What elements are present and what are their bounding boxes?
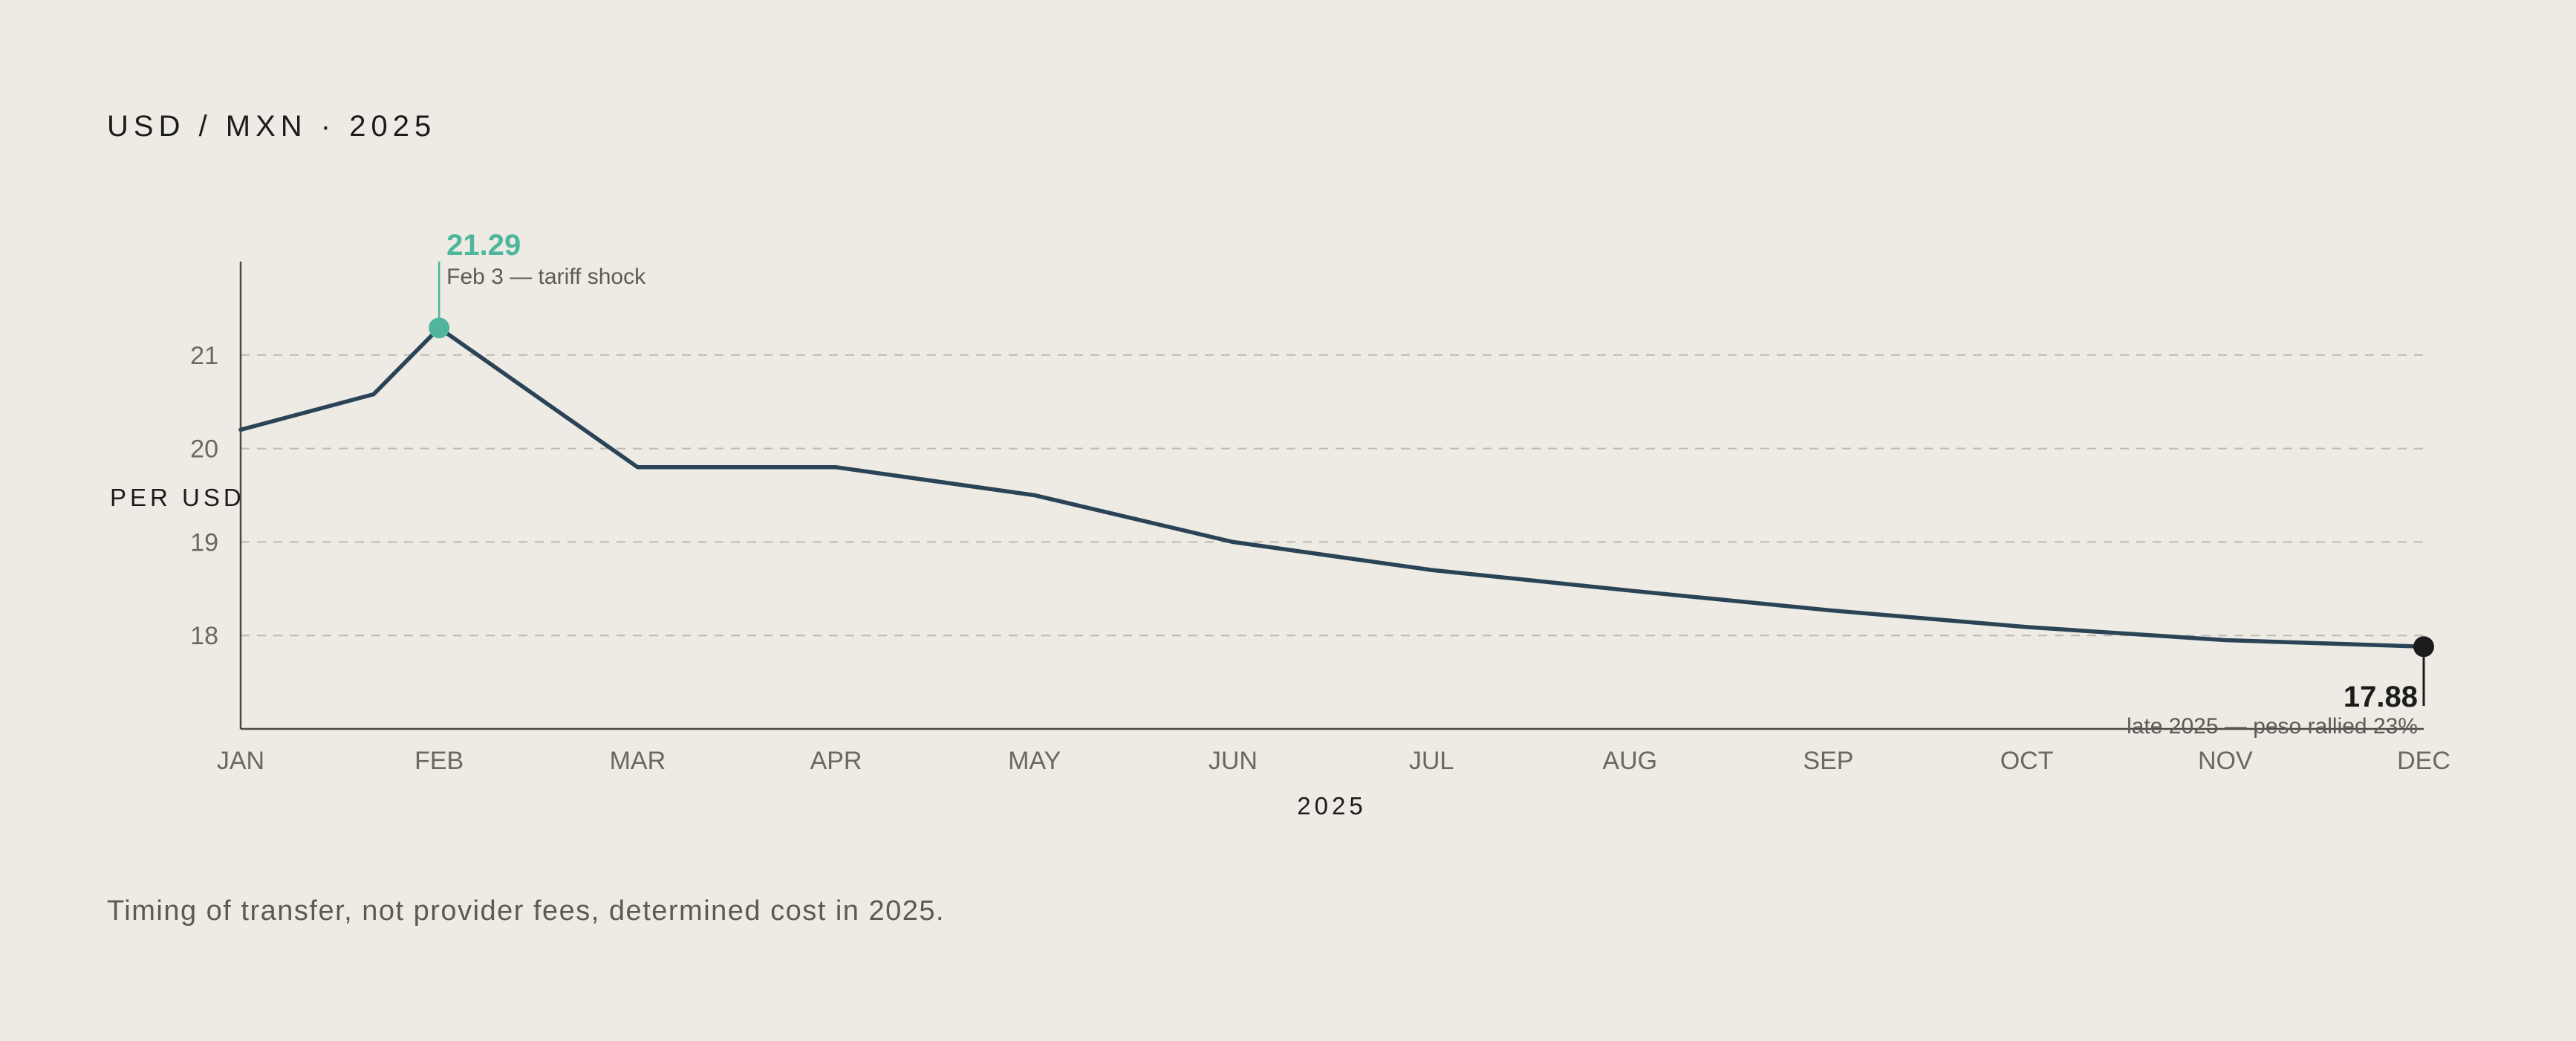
x-tick-apr: APR — [810, 747, 862, 775]
end-note: late 2025 — peso rallied 23% — [2127, 714, 2418, 739]
y-tick-21: 21 — [190, 342, 218, 370]
y-tick-20: 20 — [190, 435, 218, 464]
y-tick-labels: 18 19 20 21 — [190, 342, 218, 650]
x-axis-label: 2025 — [1297, 792, 1366, 820]
x-tick-oct: OCT — [2000, 747, 2054, 775]
x-tick-jul: JUL — [1409, 747, 1454, 775]
x-tick-labels: JAN FEB MAR APR MAY JUN JUL AUG SEP OCT NOV DEC — [217, 747, 2450, 775]
x-tick-jan: JAN — [217, 747, 264, 775]
x-tick-nov: NOV — [2198, 747, 2253, 775]
x-tick-dec: DEC — [2397, 747, 2450, 775]
x-tick-may: MAY — [1008, 747, 1061, 775]
series-line-0 — [238, 325, 2426, 649]
x-tick-aug: AUG — [1602, 747, 1657, 775]
end-value-label: 17.88 — [2344, 681, 2418, 713]
y-tick-18: 18 — [190, 622, 218, 650]
chart-caption: Timing of transfer, not provider fees, d… — [107, 895, 945, 927]
x-tick-feb: FEB — [414, 747, 464, 775]
y-axis-label: PER USD — [110, 484, 245, 511]
x-tick-mar: MAR — [610, 747, 666, 775]
gridlines — [241, 354, 2424, 637]
y-tick-19: 19 — [190, 528, 218, 557]
peak-value-label: 21.29 — [446, 229, 521, 262]
axes — [239, 262, 2424, 730]
peak-marker — [429, 317, 450, 339]
x-tick-jun: JUN — [1209, 747, 1258, 775]
x-tick-sep: SEP — [1803, 747, 1853, 775]
end-marker — [2413, 636, 2434, 658]
chart-title: USD / MXN · 2025 — [107, 110, 436, 143]
series — [238, 325, 2426, 649]
peak-note: Feb 3 — tariff shock — [446, 265, 646, 289]
